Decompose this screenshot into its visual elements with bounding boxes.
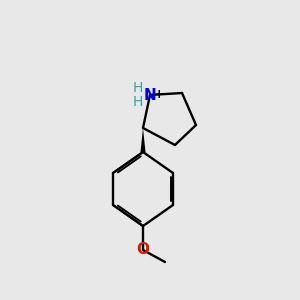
- Polygon shape: [140, 128, 146, 152]
- Text: H: H: [133, 81, 143, 95]
- Text: +: +: [154, 88, 164, 100]
- Text: H: H: [133, 95, 143, 109]
- Text: N: N: [144, 88, 156, 103]
- Text: O: O: [136, 242, 149, 257]
